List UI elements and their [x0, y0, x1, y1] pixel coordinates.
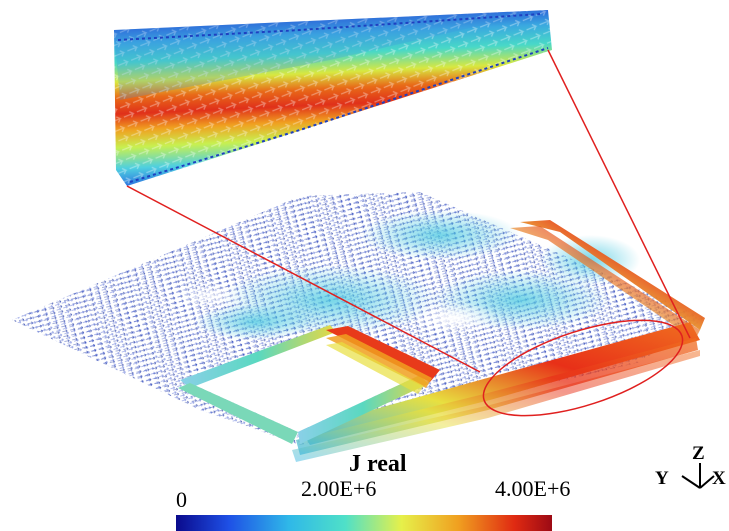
colorbar-tick-max: 4.00E+6 [495, 476, 571, 501]
axis-x-label: X [712, 468, 726, 489]
zoom-callout [126, 49, 691, 417]
plate-field [12, 192, 705, 462]
colorbar-tick-mid: 2.00E+6 [301, 476, 377, 501]
axis-z-label: Z [692, 443, 705, 464]
colorbar-tick-min: 0 [176, 487, 187, 512]
zoom-inset [114, 10, 552, 186]
axis-y-label: Y [655, 468, 669, 489]
colorbar-title: J real [349, 451, 407, 477]
axis-triad [681, 463, 715, 489]
colorbar [176, 515, 552, 531]
